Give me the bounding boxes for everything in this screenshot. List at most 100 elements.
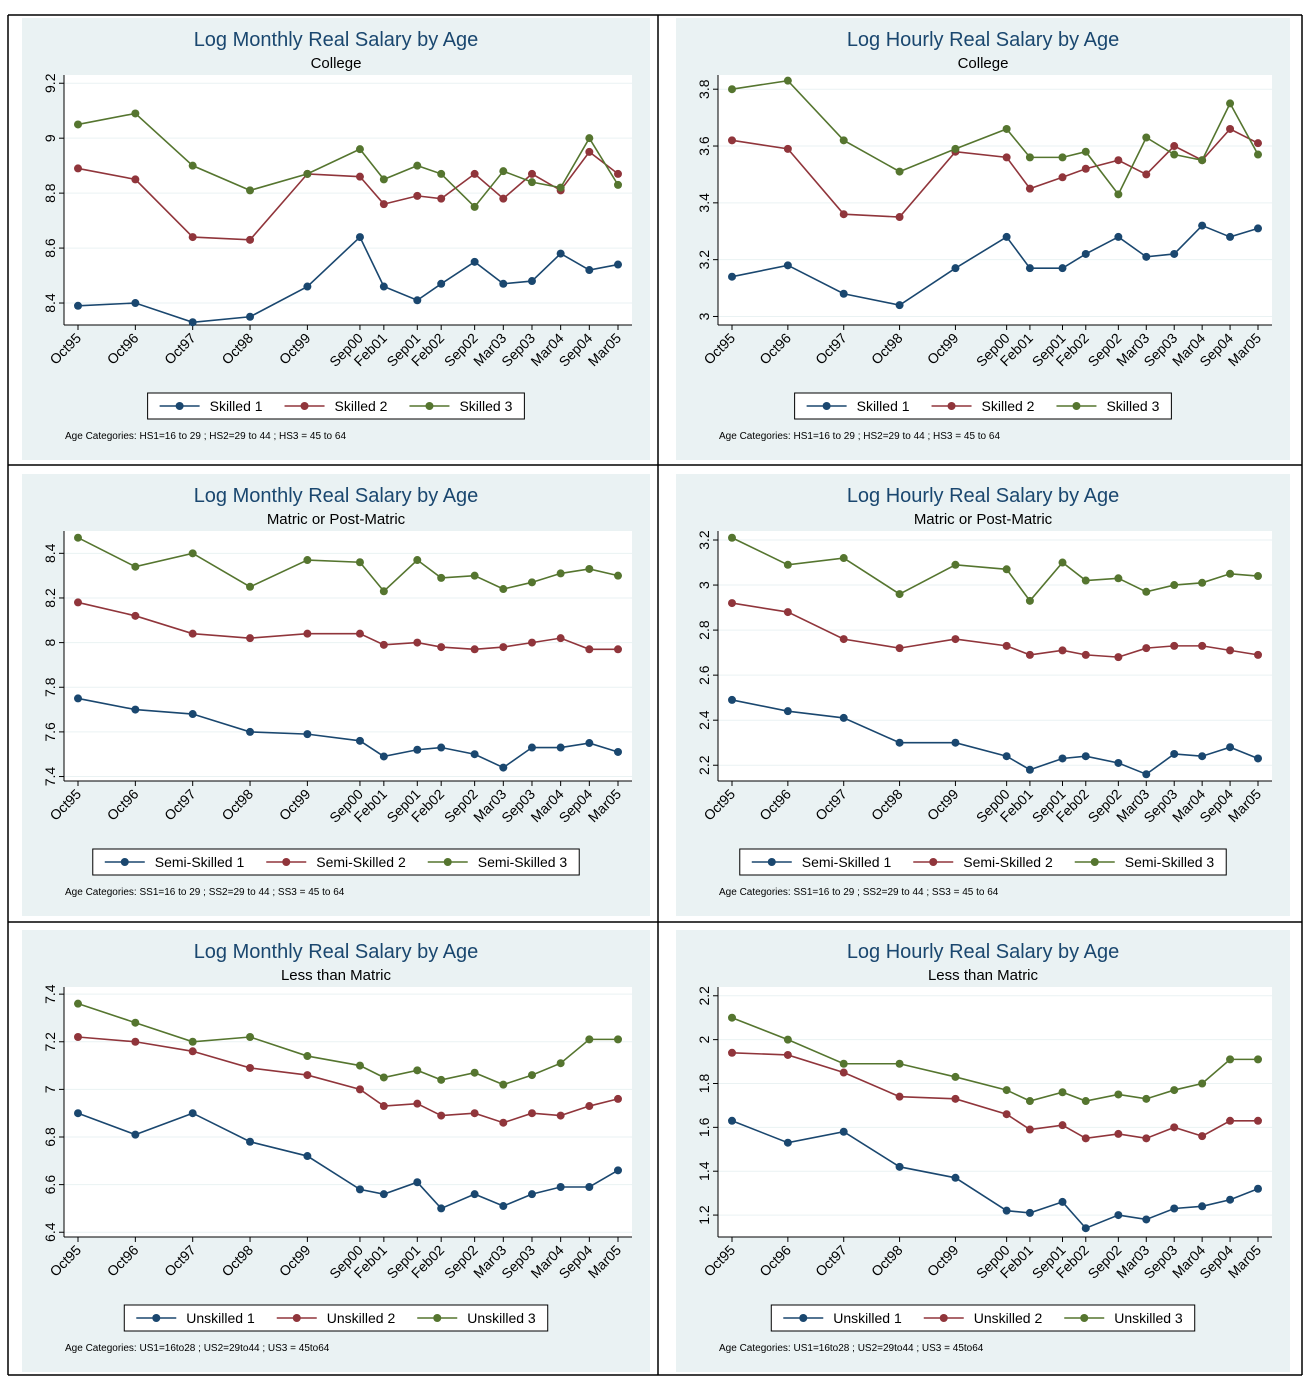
data-point: [1081, 576, 1090, 585]
data-point: [470, 257, 479, 266]
data-point: [470, 1068, 479, 1077]
data-point: [246, 582, 255, 591]
data-point: [1170, 249, 1179, 258]
data-point: [413, 1099, 422, 1108]
data-point: [556, 569, 565, 578]
data-point: [783, 1138, 792, 1147]
data-point: [728, 695, 736, 704]
data-point: [246, 634, 255, 643]
y-tick-label: 6.4: [42, 1222, 58, 1242]
data-point: [1142, 1134, 1151, 1143]
data-point: [1226, 1055, 1235, 1064]
legend-label: Unskilled 2: [327, 1310, 396, 1326]
legend-marker: [799, 1314, 808, 1322]
data-point: [556, 743, 565, 752]
data-point: [728, 272, 736, 281]
data-point: [1002, 153, 1011, 162]
y-tick-label: 3: [696, 312, 712, 320]
legend-marker: [822, 402, 831, 410]
legend-box: [123, 1304, 549, 1332]
legend-label: Semi-Skilled 1: [155, 854, 245, 870]
data-point: [614, 747, 622, 756]
data-point: [1142, 644, 1151, 653]
chart-panel: Log Monthly Real Salary by Age College 8.4…: [22, 18, 650, 460]
data-point: [188, 1047, 197, 1056]
data-point: [728, 1013, 736, 1022]
y-tick-label: 3.8: [696, 79, 712, 99]
data-point: [614, 180, 622, 189]
data-point: [1142, 1094, 1151, 1103]
legend: Semi-Skilled 1 Semi-Skilled 2 Semi-Skilled…: [92, 848, 580, 876]
data-point: [131, 1037, 140, 1046]
data-point: [895, 1059, 904, 1068]
y-tick-label: 7.2: [42, 1032, 58, 1052]
legend-marker: [939, 1314, 948, 1322]
data-point: [895, 738, 904, 747]
data-point: [1002, 752, 1011, 761]
data-point: [1170, 1204, 1179, 1213]
data-point: [413, 191, 422, 200]
data-point: [413, 161, 422, 170]
data-point: [355, 736, 364, 745]
y-tick-label: 1.4: [696, 1161, 712, 1181]
data-point: [1226, 1116, 1235, 1125]
data-point: [131, 175, 140, 184]
data-point: [1058, 646, 1067, 655]
data-point: [437, 1111, 446, 1120]
data-point: [1114, 1090, 1123, 1099]
y-tick-label: 8.4: [42, 543, 58, 563]
data-point: [303, 730, 312, 739]
y-tick-label: 1.6: [696, 1117, 712, 1137]
y-tick-label: 8.4: [42, 293, 58, 313]
data-point: [1058, 1088, 1067, 1097]
data-point: [413, 1178, 422, 1187]
data-point: [1226, 743, 1235, 752]
data-point: [355, 629, 364, 638]
y-tick-label: 2.2: [696, 755, 712, 775]
y-tick-label: 8.2: [42, 588, 58, 608]
data-point: [470, 169, 479, 178]
data-point: [783, 76, 792, 85]
data-point: [839, 1068, 848, 1077]
data-point: [131, 1130, 140, 1139]
y-tick-label: 3.2: [696, 530, 712, 550]
data-point: [556, 1059, 565, 1068]
data-point: [527, 1190, 536, 1199]
data-point: [1198, 752, 1207, 761]
data-point: [470, 1109, 479, 1118]
chart-note: Age Categories: SS1=16 to 29 ; SS2=29 to…: [719, 887, 999, 898]
y-tick-label: 7.4: [42, 767, 58, 787]
legend-label: Skilled 2: [982, 398, 1035, 414]
chart-subtitle: Matric or Post-Matric: [914, 511, 1053, 528]
data-point: [499, 1080, 508, 1089]
legend-label: Semi-Skilled 2: [316, 854, 406, 870]
data-point: [527, 178, 536, 187]
legend-label: Unskilled 1: [833, 1310, 902, 1326]
data-point: [1198, 1202, 1207, 1211]
data-point: [437, 1204, 446, 1213]
data-point: [1198, 641, 1207, 650]
data-point: [1142, 170, 1151, 179]
data-point: [246, 235, 255, 244]
data-point: [1226, 569, 1235, 578]
data-point: [355, 1085, 364, 1094]
y-tick-label: 7.4: [42, 984, 58, 1004]
data-point: [499, 279, 508, 288]
data-point: [1114, 758, 1123, 767]
data-point: [839, 1059, 848, 1068]
data-point: [839, 289, 848, 298]
legend: Unskilled 1 Unskilled 2 Unskilled 3: [770, 1304, 1196, 1332]
data-point: [1198, 221, 1207, 230]
data-point: [1081, 650, 1090, 659]
data-point: [527, 277, 536, 286]
data-point: [379, 1190, 388, 1199]
data-point: [783, 560, 792, 569]
legend-marker: [152, 1314, 161, 1322]
legend-label: Skilled 1: [210, 398, 263, 414]
data-point: [437, 194, 446, 203]
y-tick-label: 8.8: [42, 183, 58, 203]
data-point: [131, 611, 140, 620]
data-point: [74, 598, 82, 607]
data-point: [379, 282, 388, 291]
